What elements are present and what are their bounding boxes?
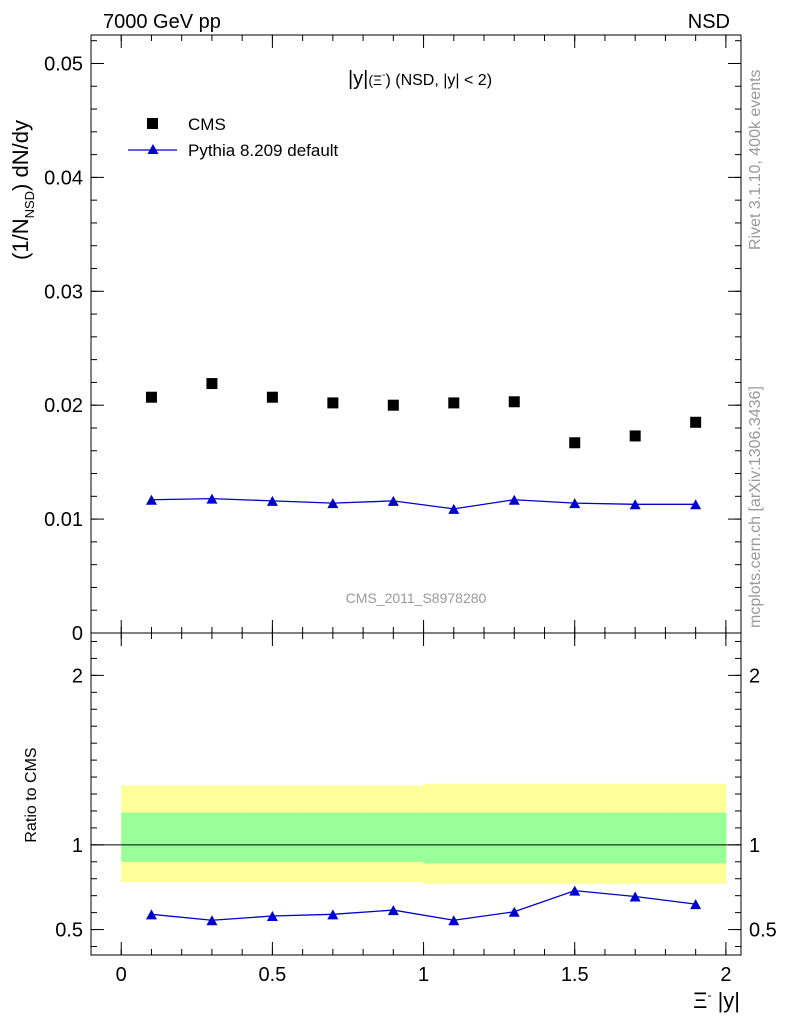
- pythia-point: [508, 494, 520, 505]
- legend-pythia-label: Pythia 8.209 default: [188, 141, 339, 160]
- ratio-pythia-point: [569, 885, 581, 896]
- cms-point: [387, 399, 399, 411]
- ratio-pythia-point: [387, 905, 399, 916]
- x-axis-label-rest: |y|: [711, 988, 740, 1013]
- uncertainty-band: [363, 812, 425, 862]
- x-tick-label: 1: [418, 964, 429, 986]
- uncertainty-band: [302, 812, 364, 862]
- ratio-pythia-point: [508, 906, 520, 917]
- ratio-plot-panel: 0.5 0.5 1 1 2 2 0 0.5 1 1.5 2 Ratio to CMS Ξ- |y|: [23, 632, 777, 1013]
- cms-point: [508, 396, 520, 408]
- ratio-pythia-point: [327, 909, 339, 920]
- ratio-pythia-line: [151, 889, 696, 921]
- y-tick-label: 0.05: [44, 53, 83, 75]
- y-axis-label: (1/NNSD) dN/dy: [8, 120, 37, 260]
- legend-pythia-marker: [147, 144, 159, 154]
- pythia-point: [327, 498, 339, 509]
- pythia-point: [629, 499, 641, 510]
- y-axis-label-main: (1/N: [8, 218, 33, 260]
- side-label-mcplots: mcplots.cern.ch [arXiv:1306.3436]: [747, 386, 764, 628]
- header-energy-label: 7000 GeV pp: [103, 11, 221, 33]
- plot-title-rest: ) (NSD, |y| < 2): [385, 72, 492, 89]
- ratio-pythia-point: [266, 911, 278, 922]
- y-axis-label-sub: NSD: [22, 191, 37, 218]
- main-plot-panel: 0 0.01 0.02 0.03 0.04 0.05 |y|(Ξ-) (NSD, |y| …: [8, 34, 742, 645]
- uncertainty-band: [544, 812, 606, 864]
- y-tick-label: 0.04: [44, 167, 83, 189]
- ratio-y-tick-label: 2: [72, 665, 83, 687]
- uncertainty-band: [665, 812, 727, 864]
- uncertainty-band: [121, 812, 183, 862]
- plot-title-main: |y|: [348, 68, 368, 90]
- analysis-watermark: CMS_2011_S8978280: [346, 590, 487, 606]
- cms-point: [629, 430, 641, 442]
- ratio-y-tick-label-right: 2: [749, 665, 760, 687]
- cms-point: [206, 378, 218, 390]
- legend-cms-label: CMS: [188, 115, 226, 134]
- y-tick-label: 0.02: [44, 395, 83, 417]
- y-axis-label-rest: ) dN/dy: [8, 120, 33, 191]
- x-tick-label: 2: [720, 964, 731, 986]
- uncertainty-band: [242, 812, 304, 862]
- pythia-point: [387, 495, 399, 506]
- plot-title-paren: (Ξ: [368, 72, 382, 88]
- pythia-point: [690, 499, 702, 510]
- pythia-line: [151, 497, 696, 510]
- ratio-pythia-point: [690, 899, 702, 910]
- pythia-point: [206, 493, 218, 504]
- y-tick-label: 0.01: [44, 509, 83, 531]
- cms-point: [448, 397, 460, 409]
- x-axis-label-main: Ξ: [693, 988, 707, 1013]
- x-tick-label: 0: [116, 964, 127, 986]
- ratio-pythia-point: [145, 909, 157, 920]
- ratio-y-tick-label-right: 0.5: [749, 920, 777, 942]
- cms-point: [145, 391, 157, 403]
- uncertainty-band: [484, 812, 545, 864]
- x-axis-label-sup: -: [707, 988, 711, 1002]
- pythia-point: [448, 503, 460, 514]
- pythia-point: [145, 494, 157, 505]
- pythia-point: [266, 495, 278, 506]
- x-tick-label: 1.5: [561, 964, 589, 986]
- cms-point: [327, 397, 339, 409]
- cms-point: [690, 416, 702, 428]
- x-axis-label: Ξ- |y|: [693, 988, 740, 1013]
- ratio-pythia-point: [629, 891, 641, 902]
- ratio-pythia-point: [448, 915, 460, 926]
- side-label-rivet: Rivet 3.1.10, 400k events: [747, 69, 764, 250]
- uncertainty-band: [423, 812, 485, 864]
- ratio-y-tick-label: 0.5: [55, 920, 83, 942]
- legend: CMS Pythia 8.209 default: [128, 115, 339, 160]
- plot-title-sup: -: [382, 70, 385, 81]
- header-process-label: NSD: [688, 11, 730, 33]
- ratio-pythia-point: [206, 915, 218, 926]
- ratio-y-axis-label: Ratio to CMS: [23, 747, 40, 842]
- uncertainty-band: [181, 812, 243, 862]
- legend-cms-marker: [147, 118, 158, 129]
- ratio-y-tick-label-right: 1: [749, 835, 760, 857]
- pythia-point: [569, 498, 581, 509]
- cms-point: [266, 391, 278, 403]
- plot-title: |y|(Ξ-) (NSD, |y| < 2): [348, 68, 492, 90]
- ratio-y-tick-label: 1: [72, 835, 83, 857]
- x-tick-label: 0.5: [258, 964, 286, 986]
- y-tick-label: 0.03: [44, 281, 83, 303]
- cms-point: [569, 437, 581, 449]
- uncertainty-band: [604, 812, 666, 864]
- y-tick-label: 0: [72, 623, 83, 645]
